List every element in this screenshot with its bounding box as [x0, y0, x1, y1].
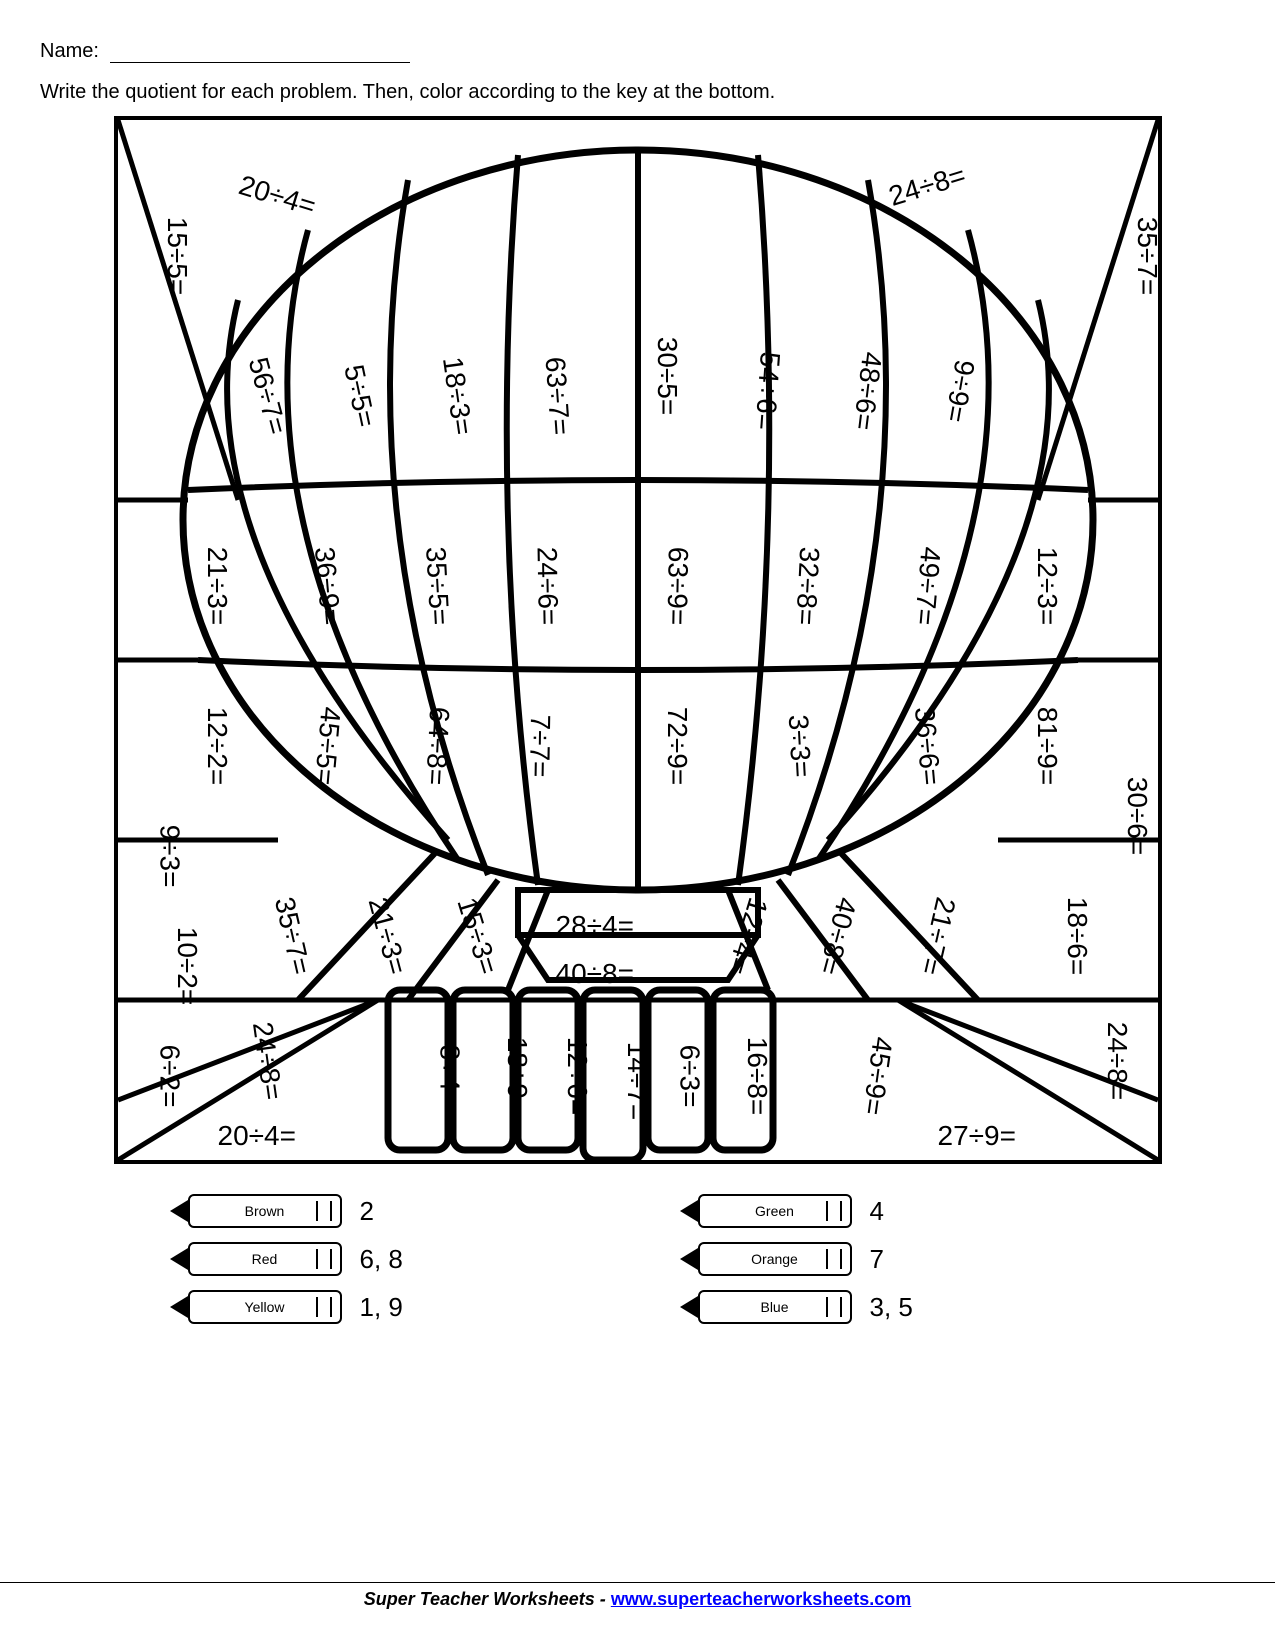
division-problem: 20÷4=	[235, 169, 319, 223]
division-problem: 24÷8=	[1101, 1022, 1133, 1100]
division-problem: 54÷6=	[748, 351, 785, 431]
footer-brand: Super Teacher Worksheets -	[364, 1589, 611, 1609]
key-row: Blue 3, 5	[698, 1290, 1088, 1324]
division-problem: 30÷5=	[651, 337, 683, 415]
balloon-outline	[118, 120, 1158, 1160]
crayon-icon: Red	[188, 1242, 342, 1276]
division-problem: 12÷4=	[720, 894, 774, 978]
division-problem: 49÷7=	[907, 546, 946, 627]
crayon-icon: Orange	[698, 1242, 852, 1276]
division-problem: 40÷8=	[811, 894, 862, 978]
division-problem: 35÷7=	[267, 894, 316, 978]
color-key: Brown 2 Red 6, 8 Yellow 1, 9 Green 4 Orange 7 Blu…	[188, 1194, 1088, 1338]
division-problem: 27÷9=	[938, 1120, 1016, 1152]
division-problem: 35÷7=	[1131, 217, 1163, 295]
name-label: Name:	[40, 40, 99, 62]
key-numbers: 6, 8	[360, 1244, 403, 1275]
division-problem: 21÷3=	[201, 547, 233, 625]
name-field: Name:	[40, 40, 1235, 63]
key-row: Orange 7	[698, 1242, 1088, 1276]
division-problem: 81÷9=	[1031, 707, 1063, 785]
crayon-icon: Yellow	[188, 1290, 342, 1324]
division-problem: 12÷3=	[1031, 547, 1063, 625]
division-problem: 21÷7=	[912, 894, 961, 978]
division-problem: 7÷7=	[522, 714, 555, 777]
division-problem: 6÷3=	[673, 1045, 705, 1108]
division-problem: 12÷6=	[561, 1037, 593, 1115]
name-blank[interactable]	[110, 62, 410, 63]
key-numbers: 3, 5	[870, 1292, 913, 1323]
division-problem: 63÷7=	[538, 356, 575, 436]
division-problem: 45÷5=	[307, 706, 346, 787]
coloring-picture: 15÷5= 20÷4= 24÷8= 35÷7= 56÷7= 5÷5= 18÷3= 63÷7= 3…	[114, 116, 1162, 1164]
division-problem: 18÷6=	[1061, 897, 1093, 975]
key-row: Brown 2	[188, 1194, 578, 1228]
crayon-icon: Brown	[188, 1194, 342, 1228]
key-row: Red 6, 8	[188, 1242, 578, 1276]
division-problem: 21÷3=	[361, 894, 412, 978]
division-problem: 24÷6=	[530, 547, 563, 626]
division-problem: 24÷8=	[245, 1020, 288, 1102]
key-numbers: 4	[870, 1196, 884, 1227]
division-problem: 18÷9=	[501, 1037, 533, 1115]
division-problem: 18÷3=	[435, 355, 478, 437]
division-problem: 9÷9=	[938, 357, 980, 424]
division-problem: 3÷3=	[781, 714, 816, 778]
crayon-icon: Blue	[698, 1290, 852, 1324]
footer-link[interactable]: www.superteacherworksheets.com	[611, 1589, 911, 1609]
division-problem: 9÷3=	[153, 825, 185, 888]
division-problem: 30÷6=	[1121, 777, 1153, 855]
division-problem: 15÷3=	[450, 894, 504, 978]
division-problem: 48÷6=	[846, 350, 887, 432]
instructions: Write the quotient for each problem. The…	[40, 81, 1235, 104]
key-numbers: 1, 9	[360, 1292, 403, 1323]
division-problem: 45÷9=	[855, 1035, 898, 1117]
division-problem: 36÷6=	[907, 706, 946, 787]
division-problem: 5÷5=	[337, 362, 381, 430]
division-problem: 6÷2=	[153, 1045, 185, 1108]
division-problem: 14÷7=	[621, 1042, 653, 1120]
division-problem: 10÷2=	[171, 927, 203, 1005]
division-problem: 15÷5=	[161, 217, 193, 295]
division-problem: 28÷4=	[556, 910, 634, 942]
key-numbers: 7	[870, 1244, 884, 1275]
division-problem: 32÷8=	[789, 546, 825, 626]
footer: Super Teacher Worksheets - www.superteac…	[0, 1582, 1275, 1610]
key-numbers: 2	[360, 1196, 374, 1227]
division-problem: 36÷9=	[307, 546, 346, 627]
division-problem: 16÷8=	[741, 1037, 773, 1115]
division-problem: 64÷8=	[419, 706, 455, 786]
key-row: Green 4	[698, 1194, 1088, 1228]
division-problem: 63÷9=	[660, 547, 693, 626]
division-problem: 40÷8=	[556, 958, 634, 990]
division-problem: 56÷7=	[241, 354, 292, 438]
division-problem: 12÷2=	[201, 707, 233, 785]
division-problem: 35÷5=	[419, 546, 455, 626]
division-problem: 20÷4=	[218, 1120, 296, 1152]
division-problem: 8÷4=	[433, 1045, 465, 1108]
key-row: Yellow 1, 9	[188, 1290, 578, 1324]
division-problem: 24÷8=	[885, 159, 969, 213]
crayon-icon: Green	[698, 1194, 852, 1228]
division-problem: 72÷9=	[661, 707, 693, 785]
